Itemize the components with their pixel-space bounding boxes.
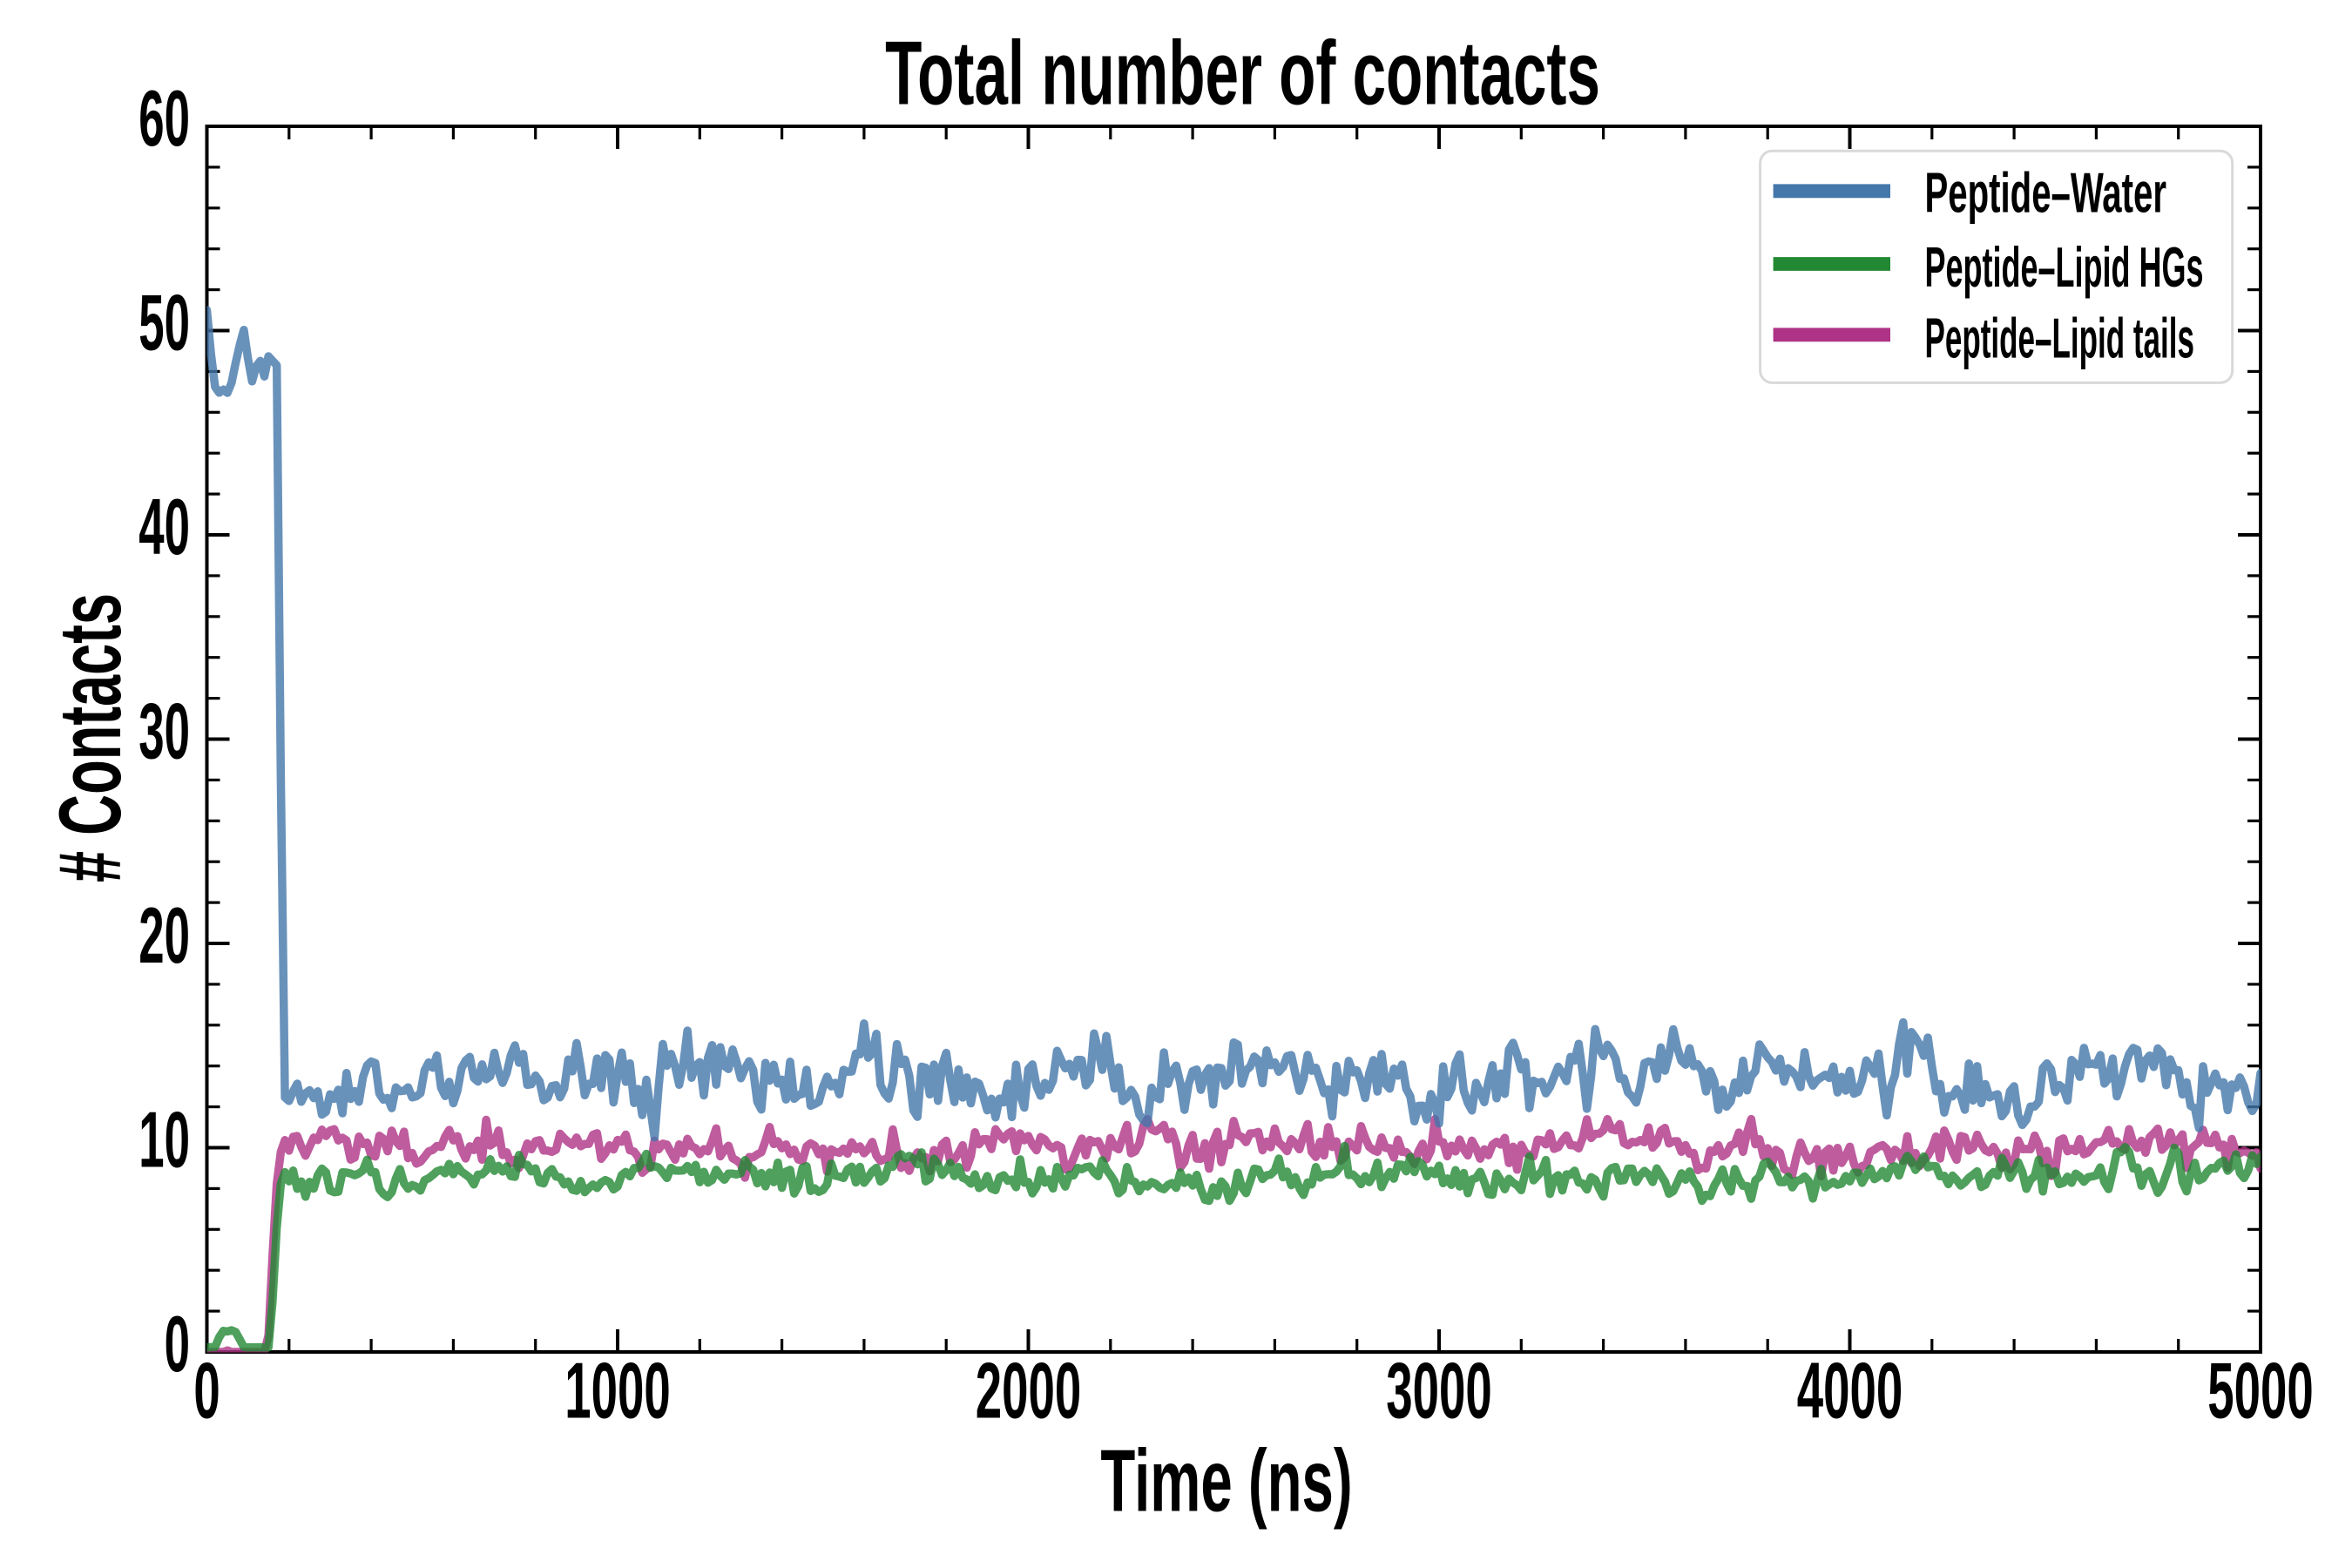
svg-text:0: 0: [193, 1346, 220, 1435]
svg-text:Time (ns): Time (ns): [1100, 1432, 1352, 1531]
svg-text:2000: 2000: [976, 1346, 1081, 1435]
svg-text:40: 40: [139, 483, 190, 571]
svg-text:30: 30: [139, 687, 190, 776]
svg-text:3000: 3000: [1386, 1346, 1491, 1435]
svg-text:# Contacts: # Contacts: [40, 593, 139, 882]
svg-text:5000: 5000: [2207, 1346, 2313, 1435]
svg-text:50: 50: [139, 279, 190, 368]
svg-text:Total number of contacts: Total number of contacts: [885, 22, 1600, 124]
svg-text:Peptide–Lipid tails: Peptide–Lipid tails: [1925, 308, 2194, 370]
svg-text:0: 0: [165, 1300, 190, 1389]
svg-text:60: 60: [139, 74, 190, 163]
svg-text:4000: 4000: [1797, 1346, 1903, 1435]
svg-text:Peptide–Water: Peptide–Water: [1925, 162, 2166, 225]
svg-text:1000: 1000: [564, 1346, 670, 1435]
svg-text:20: 20: [139, 891, 190, 980]
svg-text:10: 10: [139, 1096, 190, 1185]
svg-text:Peptide–Lipid HGs: Peptide–Lipid HGs: [1925, 236, 2204, 300]
